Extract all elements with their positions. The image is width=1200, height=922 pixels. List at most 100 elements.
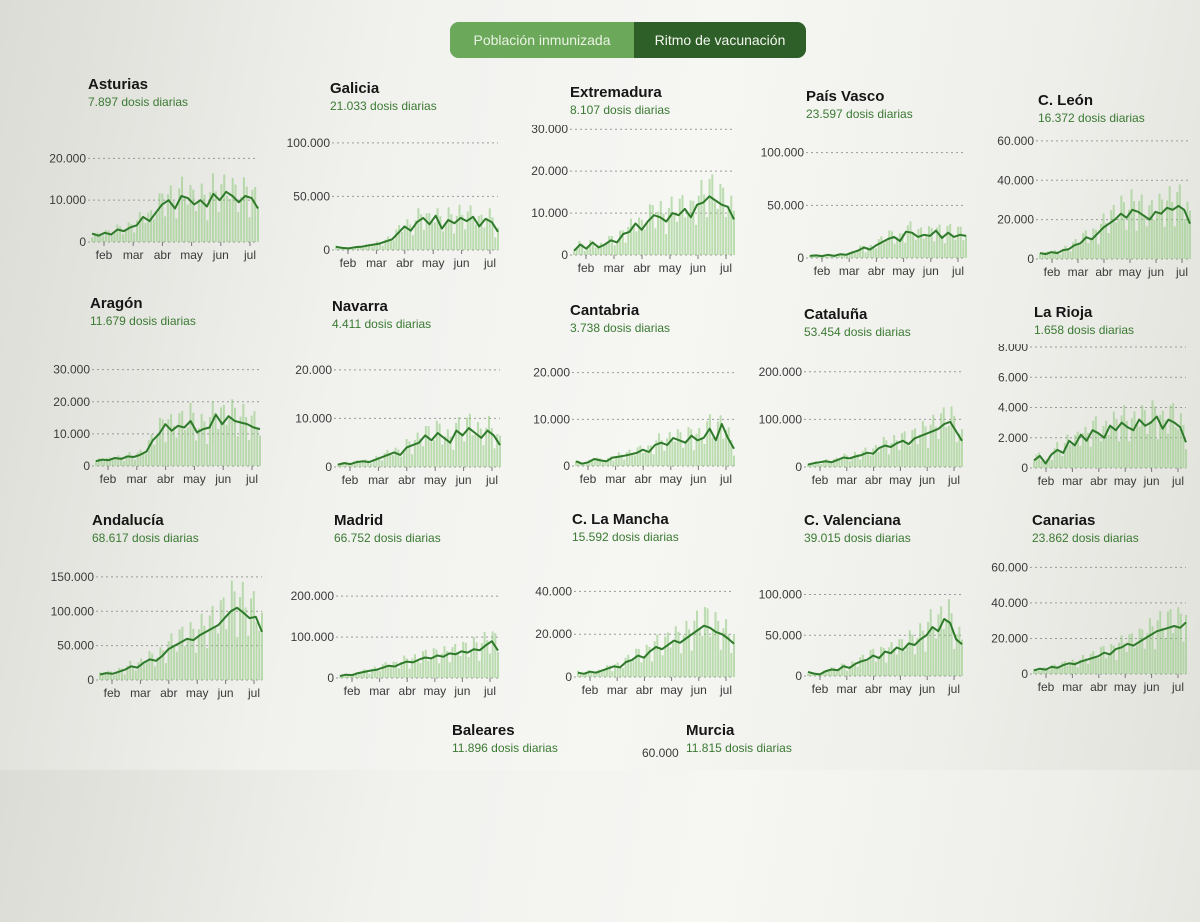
daily-bar bbox=[1051, 252, 1054, 259]
daily-bar bbox=[1074, 661, 1077, 674]
daily-bar bbox=[378, 456, 381, 467]
region-title: País Vasco bbox=[806, 88, 885, 105]
daily-bar bbox=[1169, 609, 1172, 674]
daily-bar bbox=[470, 650, 473, 678]
daily-bar bbox=[355, 672, 358, 678]
daily-bar bbox=[619, 666, 622, 677]
daily-bar bbox=[353, 461, 356, 467]
daily-bar bbox=[957, 226, 960, 258]
daily-bar bbox=[1039, 253, 1041, 259]
daily-bar bbox=[113, 232, 116, 242]
daily-bar bbox=[452, 449, 455, 467]
daily-bar bbox=[380, 460, 383, 467]
x-tick-label: abr bbox=[399, 684, 416, 698]
daily-bar bbox=[653, 641, 656, 677]
x-tick-label: jul bbox=[243, 248, 256, 262]
chart-svg: 0 10.000 20.000 feb mar abr may jun jul bbox=[295, 365, 501, 487]
x-tick-label: jun bbox=[453, 684, 470, 698]
daily-bar bbox=[378, 242, 381, 250]
x-tick-label: jul bbox=[719, 472, 732, 486]
daily-bar bbox=[1107, 652, 1110, 674]
daily-bar bbox=[598, 669, 601, 677]
daily-bar bbox=[389, 666, 392, 678]
y-tick-label: 0 bbox=[327, 671, 334, 685]
daily-bar bbox=[668, 432, 671, 466]
daily-bar bbox=[827, 671, 830, 676]
daily-bar bbox=[1133, 201, 1136, 259]
daily-bar bbox=[392, 240, 395, 250]
daily-bar bbox=[347, 463, 350, 467]
region-panel: C. La Mancha 15.592 dosis diarias bbox=[572, 511, 792, 711]
daily-bar bbox=[950, 613, 953, 676]
chart-svg: 0 100.000 200.000 feb mar abr may jun jul bbox=[291, 590, 499, 698]
y-tick-label: 50.000 bbox=[57, 639, 94, 653]
daily-doses-label: 11.896 dosis diarias bbox=[452, 741, 558, 755]
daily-bar bbox=[169, 185, 172, 242]
daily-bar bbox=[1156, 439, 1159, 468]
daily-bar bbox=[261, 612, 263, 680]
tab-ritmo-vacunacion[interactable]: Ritmo de vacunación bbox=[634, 22, 806, 58]
daily-bar bbox=[851, 250, 854, 258]
daily-bar bbox=[119, 226, 122, 242]
daily-bar bbox=[1043, 461, 1046, 468]
daily-bar bbox=[1076, 667, 1079, 674]
daily-bar bbox=[1168, 186, 1171, 259]
daily-bar bbox=[730, 195, 733, 255]
daily-bar bbox=[596, 457, 599, 466]
weekly-average-line bbox=[1033, 415, 1187, 465]
daily-bar bbox=[381, 664, 384, 678]
region-panel: Galicia 21.033 dosis diarias bbox=[330, 80, 550, 280]
daily-bar bbox=[1089, 653, 1092, 674]
daily-bar bbox=[903, 651, 906, 676]
weekly-average-line bbox=[577, 624, 735, 675]
daily-bar bbox=[880, 236, 883, 258]
daily-bar bbox=[488, 208, 491, 250]
daily-bar bbox=[208, 615, 211, 680]
daily-bar bbox=[161, 419, 164, 466]
daily-bar bbox=[103, 460, 106, 466]
daily-bar bbox=[643, 655, 646, 677]
weekly-average-line bbox=[1039, 204, 1191, 256]
daily-bar bbox=[1053, 664, 1056, 674]
chart-svg: 0 50.000 100.000 feb mar abr may jun jul bbox=[287, 136, 499, 270]
daily-bar bbox=[183, 197, 186, 242]
daily-bar bbox=[1177, 429, 1180, 468]
y-tick-label: 20.000 bbox=[295, 365, 332, 377]
daily-bar bbox=[1141, 629, 1144, 674]
daily-bar bbox=[228, 418, 231, 466]
tab-poblacion-inmunizada[interactable]: Población inmunizada bbox=[450, 22, 634, 58]
daily-bar bbox=[433, 440, 436, 467]
daily-bar bbox=[859, 657, 862, 676]
x-tick-label: jun bbox=[1147, 265, 1164, 279]
y-tick-label: 50.000 bbox=[765, 628, 802, 642]
daily-bar bbox=[895, 440, 898, 467]
daily-bar bbox=[1107, 434, 1110, 468]
daily-doses-label: 23.862 dosis diarias bbox=[1032, 531, 1139, 545]
daily-bar bbox=[150, 434, 153, 466]
daily-bar bbox=[360, 672, 363, 678]
daily-bar bbox=[695, 610, 698, 677]
daily-bar bbox=[496, 434, 499, 467]
daily-bar bbox=[872, 246, 875, 258]
daily-bar bbox=[455, 215, 458, 250]
daily-bar bbox=[1125, 651, 1128, 674]
daily-bar bbox=[1155, 213, 1158, 259]
daily-bar bbox=[140, 658, 143, 680]
daily-bar bbox=[181, 626, 184, 680]
daily-bar bbox=[413, 654, 416, 678]
region-panel: Navarra 4.411 dosis diarias bbox=[332, 298, 552, 498]
daily-bar bbox=[1048, 455, 1051, 468]
daily-bar bbox=[914, 428, 917, 467]
daily-bar bbox=[1127, 209, 1130, 259]
daily-bar bbox=[233, 407, 236, 466]
daily-bar bbox=[838, 253, 841, 258]
daily-bar bbox=[934, 426, 937, 467]
y-tick-label: 100.000 bbox=[759, 588, 803, 602]
daily-bar bbox=[869, 245, 872, 258]
daily-bar bbox=[1148, 618, 1151, 674]
daily-bar bbox=[209, 192, 212, 242]
daily-bar bbox=[846, 455, 849, 467]
daily-bar bbox=[435, 420, 438, 467]
weekly-average-line bbox=[335, 214, 499, 250]
x-tick-label: feb bbox=[342, 473, 359, 487]
